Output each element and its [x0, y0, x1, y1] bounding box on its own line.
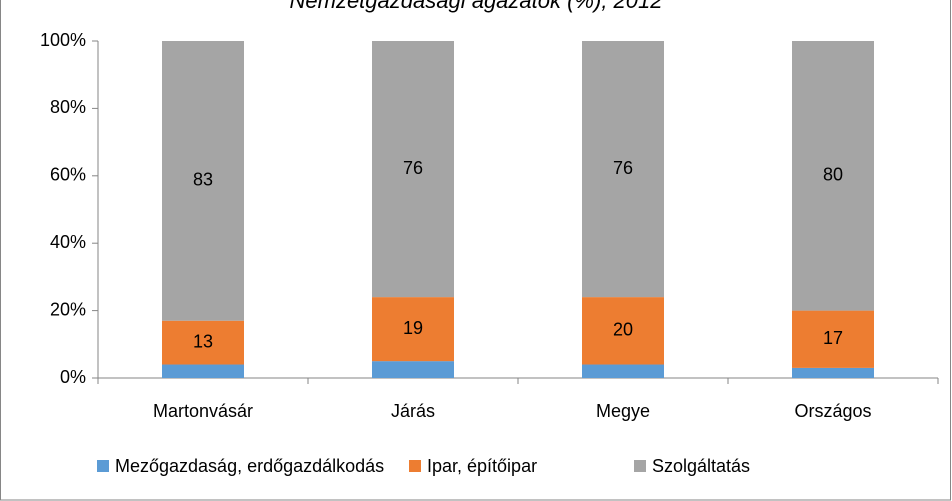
data-label: 83: [193, 170, 213, 190]
legend-label: Ipar, építőipar: [427, 456, 537, 476]
y-tick-label: 100%: [40, 30, 86, 50]
bar-segment: [582, 364, 664, 378]
data-label: 76: [403, 158, 423, 178]
legend-label: Szolgáltatás: [652, 456, 750, 476]
bar-segment: [582, 41, 664, 298]
y-tick-label: 60%: [50, 165, 86, 185]
bar-segment: [372, 361, 454, 378]
legend-swatch: [634, 460, 646, 472]
bar-segment: [372, 297, 454, 362]
y-tick-label: 0%: [60, 367, 86, 387]
bar-segment: [372, 41, 454, 298]
bar-segment: [582, 297, 664, 365]
y-tick-label: 20%: [50, 299, 86, 319]
x-tick-label: Martonvásár: [153, 401, 253, 421]
legend-swatch: [409, 460, 421, 472]
legend-swatch: [97, 460, 109, 472]
x-tick-label: Megye: [596, 401, 650, 421]
x-tick-label: Országos: [794, 401, 871, 421]
legend-label: Mezőgazdaság, erdőgazdálkodás: [115, 456, 384, 476]
bar-segment: [162, 320, 244, 365]
data-label: 20: [613, 320, 633, 340]
data-label: 17: [823, 328, 843, 348]
bar-segment: [792, 41, 874, 311]
data-label: 76: [613, 158, 633, 178]
chart-title: Nemzetgazdasági ágazatok (%), 2012: [290, 0, 663, 13]
data-label: 13: [193, 331, 213, 351]
data-label: 19: [403, 318, 423, 338]
x-tick-label: Járás: [391, 401, 435, 421]
y-tick-label: 80%: [50, 97, 86, 117]
bar-segment: [792, 310, 874, 368]
y-tick-label: 40%: [50, 232, 86, 252]
bar-segment: [162, 364, 244, 378]
bar-segment: [792, 367, 874, 378]
bar-segment: [162, 41, 244, 321]
data-label: 80: [823, 165, 843, 185]
